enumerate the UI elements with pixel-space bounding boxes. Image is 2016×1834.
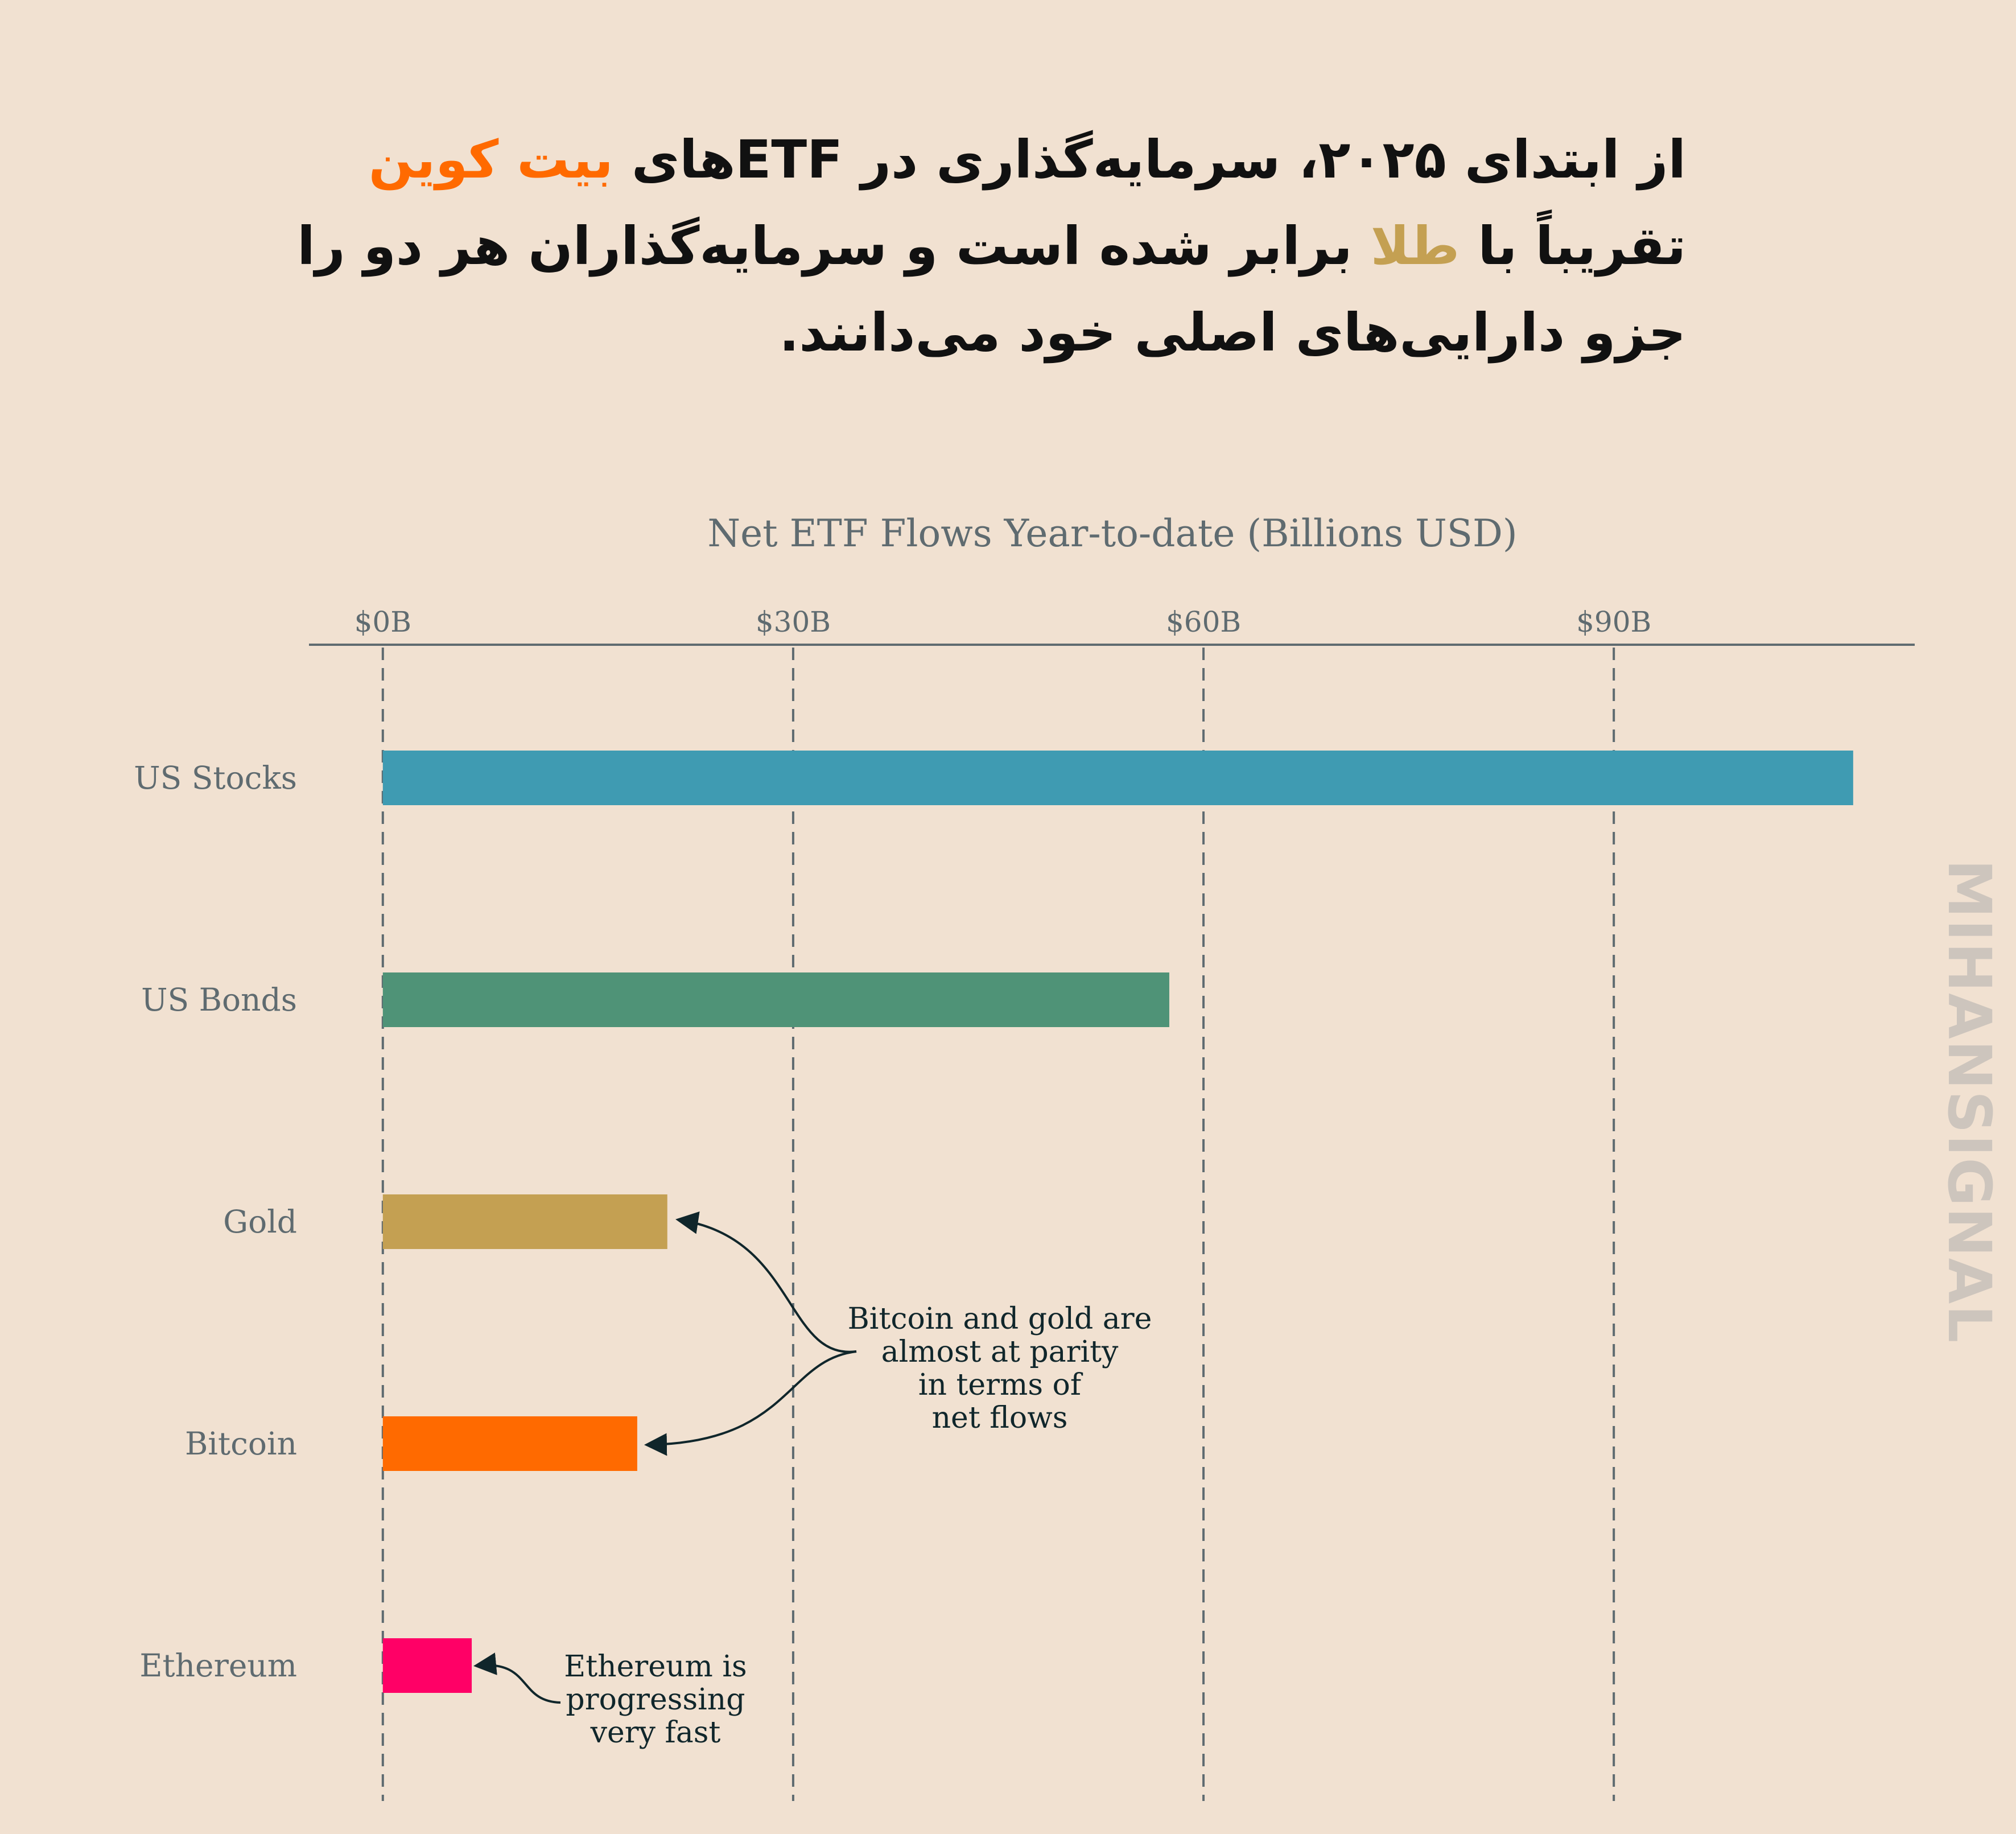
headline-text: تقریباً با <box>1460 216 1686 277</box>
annotation-arrow-gold <box>675 1211 857 1353</box>
bar-bitcoin <box>382 1416 637 1471</box>
chart-title: Net ETF Flows Year-to-date (Billions USD… <box>707 512 1517 555</box>
annotation-line: almost at parity <box>881 1335 1119 1369</box>
headline-text: برابر شده است و سرمایه‌گذاران هر دو را <box>297 216 1371 277</box>
headline-line-2: تقریباً با طلا برابر شده است و سرمایه‌گذ… <box>207 203 1686 290</box>
category-label: Ethereum <box>139 1647 297 1684</box>
bar-us-bonds <box>382 972 1169 1027</box>
x-tick-label: $60B <box>1166 605 1241 638</box>
annotation-parity: Bitcoin and gold are almost at parity in… <box>644 1211 1152 1456</box>
category-labels: US Stocks US Bonds Gold Bitcoin Ethereum <box>134 760 297 1684</box>
annotation-arrow-ethereum <box>473 1652 561 1704</box>
headline-gold-highlight: طلا <box>1370 216 1460 277</box>
category-label: US Bonds <box>141 982 297 1018</box>
headline-text: از ابتدای ۲۰۲۵، سرمایه‌گذاری در ETFهای <box>613 129 1686 190</box>
category-label: Gold <box>223 1204 297 1240</box>
x-tick-label: $30B <box>756 605 831 638</box>
bar-gold <box>382 1194 667 1249</box>
x-tick-label: $0B <box>354 605 411 638</box>
annotation-line: very fast <box>590 1716 721 1750</box>
bars <box>382 751 1853 1693</box>
watermark-logo: MIHANSIGNAL <box>1935 859 2004 1344</box>
annotation-arrow-bitcoin <box>644 1350 857 1456</box>
annotation-line: progressing <box>566 1683 745 1717</box>
annotation-line: Ethereum is <box>564 1650 747 1684</box>
annotation-line: net flows <box>932 1401 1068 1435</box>
x-tick-labels: $0B $30B $60B $90B <box>354 605 1652 638</box>
annotation-ethereum: Ethereum is progressing very fast <box>473 1650 747 1750</box>
headline: از ابتدای ۲۰۲۵، سرمایه‌گذاری در ETFهای ب… <box>207 117 1686 376</box>
category-label: US Stocks <box>134 760 297 796</box>
headline-line-1: از ابتدای ۲۰۲۵، سرمایه‌گذاری در ETFهای ب… <box>207 117 1686 203</box>
bar-us-stocks <box>382 751 1853 805</box>
annotation-line: in terms of <box>918 1368 1083 1402</box>
x-tick-label: $90B <box>1576 605 1651 638</box>
annotation-line: Bitcoin and gold are <box>848 1302 1152 1336</box>
category-label: Bitcoin <box>185 1425 297 1462</box>
headline-bitcoin-highlight: بیت کوین <box>368 129 613 190</box>
bar-ethereum <box>382 1638 472 1693</box>
headline-line-3: جزو دارایی‌های اصلی خود می‌دانند. <box>779 302 1686 363</box>
